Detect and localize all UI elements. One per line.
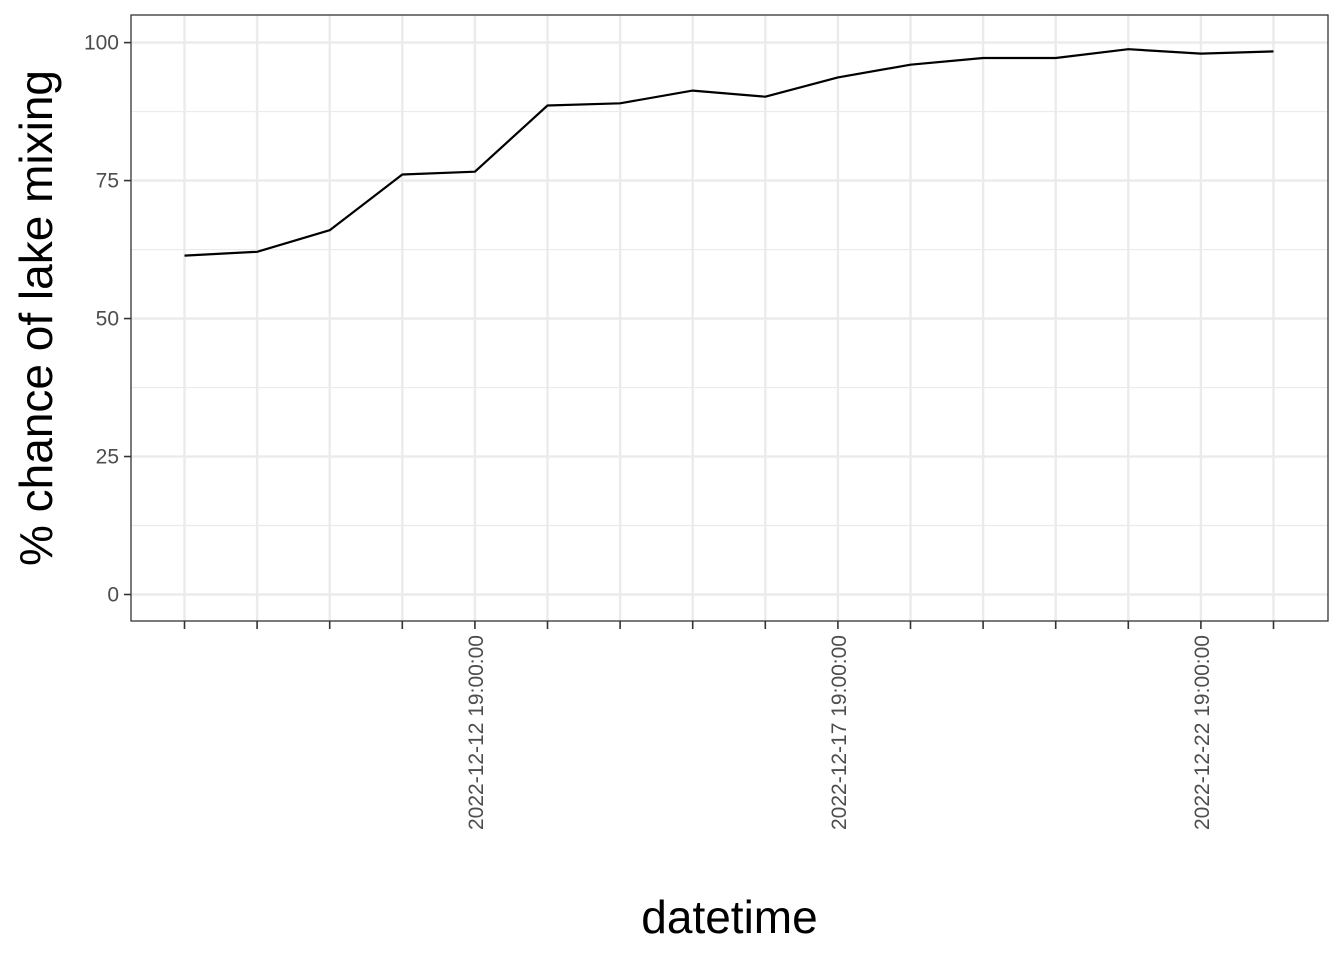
- y-tick-label: 50: [96, 308, 119, 331]
- y-tick-label: 75: [96, 170, 119, 193]
- y-tick-label: 25: [96, 446, 119, 469]
- series-layer: [184, 48, 1274, 257]
- series-line: [184, 48, 1274, 257]
- x-tick-label: 2022-12-17 19:00:00: [828, 635, 851, 830]
- y-tick-label: 100: [84, 32, 119, 55]
- x-axis: 2022-12-12 19:00:00 2022-12-17 19:00:00 20…: [183, 621, 1275, 830]
- x-tick-label: 2022-12-12 19:00:00: [465, 635, 488, 830]
- grid-lines: [131, 15, 1328, 621]
- y-axis: 0 25 50 75 100: [84, 32, 131, 607]
- y-tick-label: 0: [107, 584, 119, 607]
- y-axis-title: % chance of lake mixing: [10, 70, 62, 566]
- x-tick-label: 2022-12-22 19:00:00: [1191, 635, 1214, 830]
- x-axis-title: datetime: [641, 891, 817, 943]
